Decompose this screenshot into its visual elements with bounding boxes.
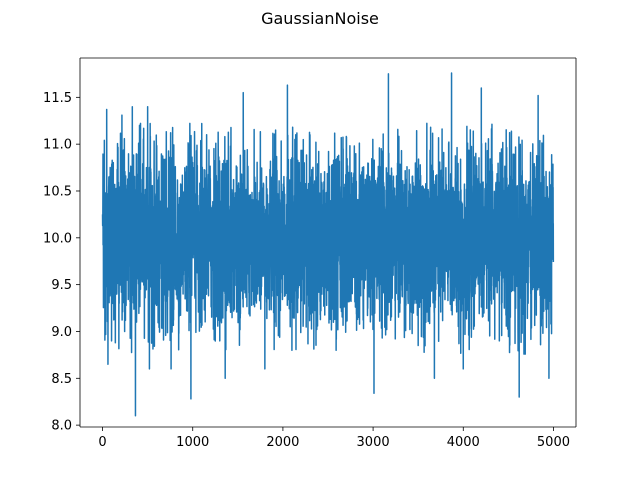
y-tick-label: 11.0 [43,138,72,153]
x-axis-ticks: 0 1000 2000 3000 4000 5000 [98,427,570,450]
y-tick-label: 8.0 [51,419,72,434]
x-tick-label: 5000 [537,435,570,450]
y-tick-label: 9.5 [51,278,72,293]
x-tick-label: 2000 [266,435,299,450]
y-tick-label: 10.0 [43,231,72,246]
x-tick-label: 4000 [447,435,480,450]
series-line [101,72,555,417]
x-tick-label: 3000 [357,435,390,450]
chart-title: GaussianNoise [261,9,379,28]
x-tick-label: 0 [98,435,106,450]
plot-area [101,72,555,417]
y-axis-ticks: 8.0 8.5 9.0 9.5 10.0 10.5 11.0 11.5 [43,91,80,434]
y-tick-label: 9.0 [51,325,72,340]
y-tick-label: 8.5 [51,372,72,387]
axes [79,57,577,428]
x-tick-label: 1000 [176,435,209,450]
y-tick-label: 11.5 [43,91,72,106]
y-tick-label: 10.5 [43,184,72,199]
